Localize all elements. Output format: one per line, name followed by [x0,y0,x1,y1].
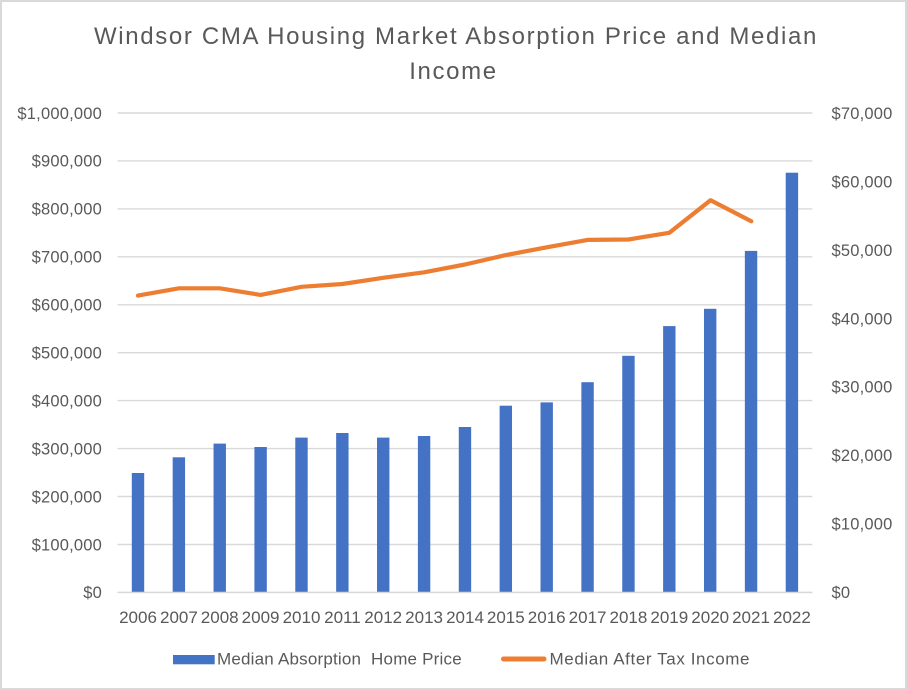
svg-text:$30,000: $30,000 [832,379,893,397]
svg-text:2006: 2006 [119,608,157,627]
svg-text:$300,000: $300,000 [32,440,102,458]
svg-text:$40,000: $40,000 [832,310,893,328]
svg-text:$200,000: $200,000 [32,488,102,506]
svg-text:$900,000: $900,000 [32,153,102,171]
svg-text:2010: 2010 [283,608,321,627]
svg-text:$10,000: $10,000 [832,516,893,534]
svg-text:$600,000: $600,000 [32,297,102,315]
svg-text:$700,000: $700,000 [32,249,102,267]
svg-text:$0: $0 [832,584,851,602]
svg-text:2022: 2022 [773,608,811,627]
svg-text:2009: 2009 [242,608,280,627]
svg-text:2007: 2007 [160,608,198,627]
svg-text:$0: $0 [83,584,102,602]
svg-text:2016: 2016 [528,608,566,627]
svg-text:2020: 2020 [691,608,729,627]
svg-text:$100,000: $100,000 [32,536,102,554]
svg-text:$400,000: $400,000 [32,392,102,410]
svg-text:$800,000: $800,000 [32,201,102,219]
svg-text:2021: 2021 [732,608,770,627]
svg-text:$60,000: $60,000 [832,173,893,191]
svg-text:$70,000: $70,000 [832,105,893,123]
svg-text:2008: 2008 [201,608,239,627]
svg-text:2015: 2015 [487,608,525,627]
svg-text:$1,000,000: $1,000,000 [17,105,102,123]
svg-text:2012: 2012 [364,608,402,627]
svg-text:Median Absorption Home Price: Median Absorption Home Price [217,650,462,669]
svg-text:Income: Income [409,58,498,85]
svg-text:$50,000: $50,000 [832,242,893,260]
svg-text:Median After Tax Income: Median After Tax Income [550,650,751,669]
svg-text:$500,000: $500,000 [32,345,102,363]
svg-text:2017: 2017 [569,608,607,627]
svg-text:2019: 2019 [650,608,688,627]
svg-text:2013: 2013 [405,608,443,627]
svg-text:2011: 2011 [324,608,361,627]
svg-text:$20,000: $20,000 [832,447,893,465]
svg-text:Windsor CMA Housing Market Abs: Windsor CMA Housing Market Absorption Pr… [94,23,818,50]
svg-text:2018: 2018 [609,608,647,627]
svg-text:2014: 2014 [446,608,484,627]
